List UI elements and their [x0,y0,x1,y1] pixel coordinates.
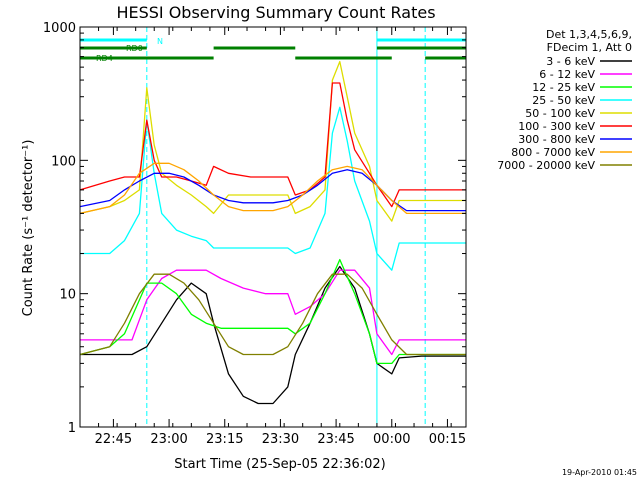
legend-label-0: 3 - 6 keV [546,55,595,68]
legend-label-4: 50 - 100 keV [525,107,595,120]
x-tick-label-2: 23:15 [206,432,243,447]
rd0-label: RD0 [126,44,143,53]
x-tick-label-4: 23:45 [317,432,354,447]
plot-frame [79,26,467,428]
legend-label-2: 12 - 25 keV [532,81,595,94]
series-line-4 [79,60,466,222]
x-tick-label-5: 00:00 [373,432,410,447]
timestamp: 19-Apr-2010 01:45 [562,468,637,477]
y-tick-label-0: 1 [68,421,76,436]
series-line-5 [79,82,466,208]
series-line-6 [79,169,466,212]
series-line-1 [80,269,466,356]
y-tick-label-1: 10 [59,288,76,303]
legend-header-line-2: FDecim 1, Att 0 [547,41,632,54]
legend-label-6: 300 - 800 keV [518,133,595,146]
y-tick-label-2: 100 [51,154,76,169]
y-tick-label-3: 1000 [43,21,76,36]
series-lines [79,60,466,405]
legend: Det 1,3,4,5,6,9, FDecim 1, Att 0 3 - 6 k… [497,28,632,172]
series-line-3 [80,106,466,271]
x-tick-label-6: 00:15 [429,432,466,447]
x-tick-label-3: 23:30 [262,432,299,447]
legend-label-3: 25 - 50 keV [532,94,595,107]
rd4-label: RD4 [96,54,113,63]
legend-label-7: 800 - 7000 keV [511,146,595,159]
chart-title: HESSI Observing Summary Count Rates [116,3,435,22]
legend-label-8: 7000 - 20000 keV [497,159,595,172]
x-tick-label-0: 22:45 [95,432,132,447]
night-label: N [157,37,163,46]
axes: 22:45 23:00 23:15 23:30 23:45 00:00 00:15 1 10 10… [43,21,467,447]
legend-label-1: 6 - 12 keV [539,68,595,81]
legend-header-line-1: Det 1,3,4,5,6,9, [546,28,632,41]
series-line-7 [79,162,466,215]
y-axis-label: Count Rate (s⁻¹ detector⁻¹) [21,140,36,317]
series-line-0 [80,265,466,405]
observing-annotations: N RD0 RD4 [79,27,466,427]
series-line-2 [79,258,466,365]
series-line-8 [79,273,466,356]
legend-label-5: 100 - 300 keV [518,120,595,133]
x-tick-label-1: 23:00 [150,432,187,447]
x-axis-label: Start Time (25-Sep-05 22:36:02) [174,457,385,472]
